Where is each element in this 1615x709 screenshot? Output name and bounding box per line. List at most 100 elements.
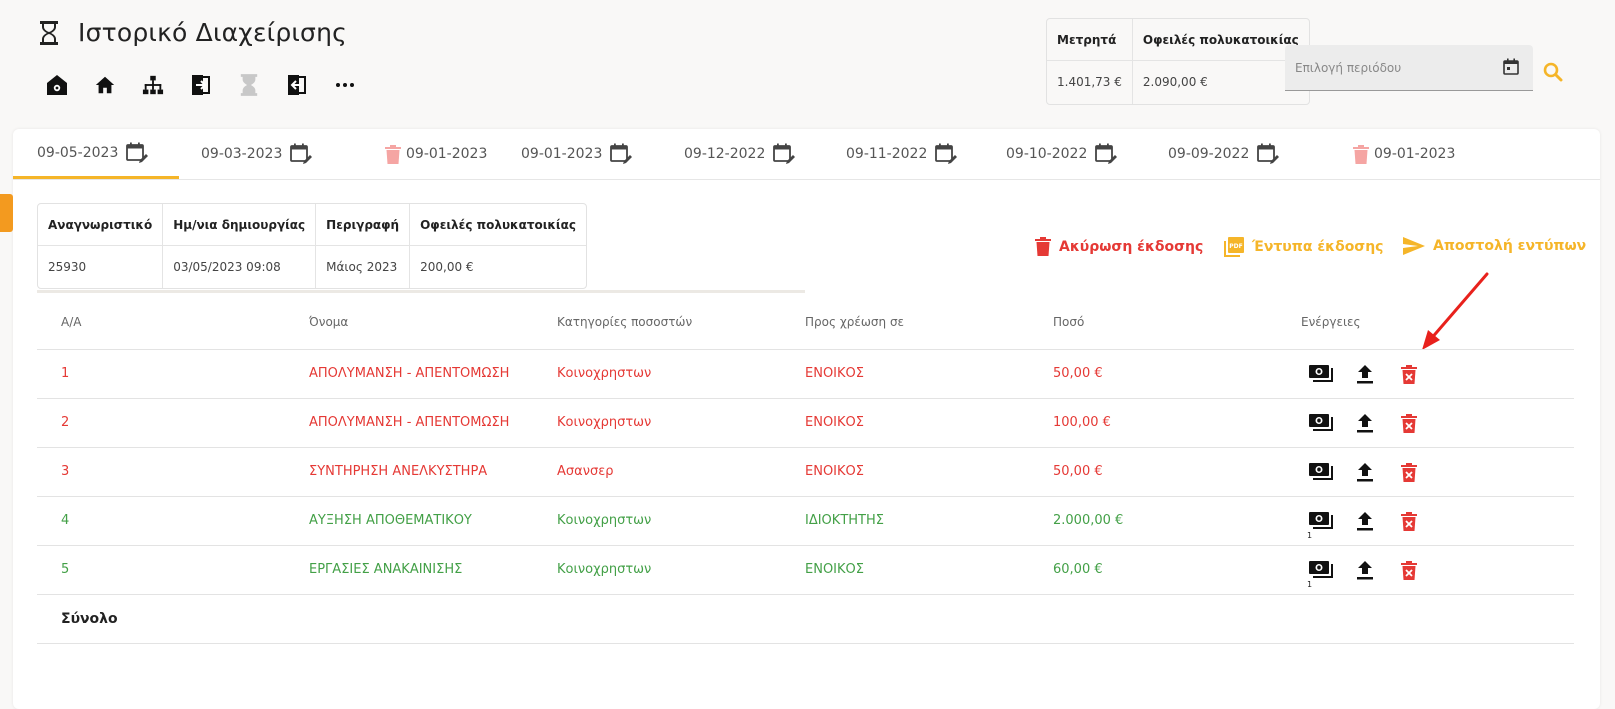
- table-row[interactable]: 2 ΑΠΟΛΥΜΑΝΣΗ - ΑΠΕΝΤΟΜΩΣΗ Κοινοχρηστων Ε…: [37, 399, 1574, 448]
- page-title: Ιστορικό Διαχείρισης: [78, 18, 348, 47]
- cell-name: ΕΡΓΑΣΙΕΣ ΑΝΑΚΑΙΝΙΣΗΣ: [309, 562, 463, 577]
- calendar-edit-icon: [773, 143, 796, 164]
- info-value-created: 03/05/2023 09:08: [162, 245, 316, 288]
- table-row[interactable]: 4 ΑΥΞΗΣΗ ΑΠΟΘΕΜΑΤΙΚΟΥ Κοινοχρηστων ΙΔΙΟΚ…: [37, 497, 1574, 546]
- header-category[interactable]: Κατηγορίες ποσοστών: [557, 315, 693, 329]
- money-stack-icon: [1309, 365, 1333, 382]
- delete-row-button[interactable]: [1396, 411, 1422, 435]
- summary-value-cash: 1.401,73 €: [1057, 75, 1122, 89]
- hourglass-icon: [40, 20, 58, 45]
- table-row[interactable]: 5 ΕΡΓΑΣΙΕΣ ΑΝΑΚΑΙΝΙΣΗΣ Κοινοχρηστων ΕΝΟΙ…: [37, 546, 1574, 595]
- header-amount[interactable]: Ποσό: [1053, 315, 1085, 329]
- cell-aa: 3: [61, 464, 70, 479]
- header-aa[interactable]: Α/Α: [61, 315, 82, 329]
- upload-button[interactable]: [1352, 509, 1378, 533]
- info-header-description: Περιγραφή: [315, 204, 410, 246]
- info-header-debts: Οφειλές πολυκατοικίας: [409, 204, 586, 246]
- table-row[interactable]: 1 ΑΠΟΛΥΜΑΝΣΗ - ΑΠΕΝΤΟΜΩΣΗ Κοινοχρηστων Ε…: [37, 350, 1574, 399]
- building-settings-icon[interactable]: [44, 72, 70, 98]
- upload-button[interactable]: [1352, 460, 1378, 484]
- tab-issue-2[interactable]: 09-03-2023: [201, 129, 313, 179]
- cell-category: Ασανσερ: [557, 464, 614, 479]
- tab-label: 09-05-2023: [37, 144, 119, 161]
- print-forms-label: Έντυπα έκδοσης: [1252, 239, 1384, 255]
- summary-value-debts: 2.090,00 €: [1131, 60, 1309, 104]
- cell-category: Κοινοχρηστων: [557, 513, 652, 528]
- cell-category: Κοινοχρηστων: [557, 366, 652, 381]
- delete-row-button[interactable]: [1396, 558, 1422, 582]
- delete-x-icon: [1401, 413, 1417, 433]
- upload-button[interactable]: [1352, 362, 1378, 386]
- table-row[interactable]: 3 ΣΥΝΤΗΡΗΣΗ ΑΝΕΛΚΥΣΤΗΡΑ Ασανσερ ΕΝΟΙΚΟΣ …: [37, 448, 1574, 497]
- tab-issue-5[interactable]: 09-12-2022: [684, 129, 796, 179]
- tab-issue-1[interactable]: 09-05-2023: [13, 129, 179, 179]
- summary-header-debts: Οφειλές πολυκατοικίας: [1131, 19, 1309, 61]
- receipts-button[interactable]: [1308, 362, 1334, 386]
- delete-row-button[interactable]: [1396, 460, 1422, 484]
- row-actions: [1308, 411, 1422, 435]
- period-input[interactable]: [1285, 45, 1497, 91]
- send-forms-button[interactable]: Αποστολή εντύπων: [1403, 237, 1586, 255]
- delete-row-button[interactable]: [1396, 362, 1422, 386]
- cell-charge-to: ΕΝΟΙΚΟΣ: [805, 464, 864, 479]
- delete-row-button[interactable]: [1396, 509, 1422, 533]
- side-drawer-handle[interactable]: [0, 194, 13, 232]
- info-header-id: Αναγνωριστικό: [38, 204, 163, 246]
- hourglass-icon[interactable]: [236, 72, 262, 98]
- period-picker[interactable]: [1285, 45, 1533, 91]
- receipts-button[interactable]: [1308, 411, 1334, 435]
- issue-info-table: Αναγνωριστικό Ημ/νια δημιουργίας Περιγρα…: [37, 203, 587, 289]
- more-horizontal-icon[interactable]: [332, 72, 358, 98]
- tab-label: 09-12-2022: [684, 146, 766, 162]
- hierarchy-icon[interactable]: [140, 72, 166, 98]
- upload-icon: [1357, 413, 1373, 432]
- tab-issue-8[interactable]: 09-09-2022: [1168, 129, 1280, 179]
- upload-button[interactable]: [1352, 558, 1378, 582]
- upload-icon: [1357, 462, 1373, 481]
- tab-label: 09-01-2023: [406, 146, 488, 162]
- send-forms-label: Αποστολή εντύπων: [1433, 238, 1587, 254]
- calendar-edit-icon: [935, 143, 958, 164]
- upload-icon: [1357, 511, 1373, 530]
- calendar-edit-icon: [610, 143, 633, 164]
- search-icon[interactable]: [1543, 62, 1563, 82]
- tab-issue-6[interactable]: 09-11-2022: [846, 129, 958, 179]
- header-charge-to[interactable]: Προς χρέωση σε: [805, 315, 905, 329]
- upload-icon: [1357, 364, 1373, 383]
- tab-issue-3-deleted[interactable]: 09-01-2023: [385, 129, 495, 179]
- home-icon[interactable]: [92, 72, 118, 98]
- cell-amount: 60,00 €: [1053, 562, 1103, 577]
- cell-aa: 4: [61, 513, 70, 528]
- door-exit-icon[interactable]: [188, 72, 214, 98]
- summary-table: Μετρητά Οφειλές πολυκατοικίας 1.401,73 €…: [1046, 18, 1310, 105]
- trash-icon: [385, 144, 401, 164]
- calendar-edit-icon: [1257, 143, 1280, 164]
- svg-text:PDF: PDF: [1229, 243, 1242, 250]
- trash-icon: [1035, 237, 1051, 256]
- cancel-issue-button[interactable]: Ακύρωση έκδοσης: [1035, 237, 1203, 256]
- calendar-icon[interactable]: [1503, 58, 1519, 75]
- delete-x-icon: [1401, 364, 1417, 384]
- pdf-icon: PDF: [1224, 237, 1244, 257]
- charges-grid: Α/Α Όνομα Κατηγορίες ποσοστών Προς χρέωσ…: [37, 299, 1574, 644]
- cell-category: Κοινοχρηστων: [557, 415, 652, 430]
- tab-issue-7[interactable]: 09-10-2022: [1006, 129, 1118, 179]
- tab-issue-4[interactable]: 09-01-2023: [521, 129, 633, 179]
- tab-label: 09-03-2023: [201, 146, 283, 162]
- header-name[interactable]: Όνομα: [309, 315, 349, 329]
- row-actions: [1308, 362, 1422, 386]
- tab-issue-9-deleted[interactable]: 09-01-2023: [1353, 129, 1463, 179]
- print-forms-button[interactable]: PDF Έντυπα έκδοσης: [1224, 237, 1383, 257]
- cell-charge-to: ΕΝΟΙΚΟΣ: [805, 366, 864, 381]
- cell-name: ΑΠΟΛΥΜΑΝΣΗ - ΑΠΕΝΤΟΜΩΣΗ: [309, 415, 510, 430]
- cell-category: Κοινοχρηστων: [557, 562, 652, 577]
- nav-toolbar: [44, 72, 358, 98]
- cell-amount: 50,00 €: [1053, 366, 1103, 381]
- receipts-button[interactable]: 1: [1307, 509, 1334, 540]
- door-enter-icon[interactable]: [284, 72, 310, 98]
- money-stack-icon: [1309, 561, 1333, 578]
- info-header-created: Ημ/νια δημιουργίας: [162, 204, 316, 246]
- receipts-button[interactable]: [1308, 460, 1334, 484]
- upload-button[interactable]: [1352, 411, 1378, 435]
- receipts-button[interactable]: 1: [1307, 558, 1334, 589]
